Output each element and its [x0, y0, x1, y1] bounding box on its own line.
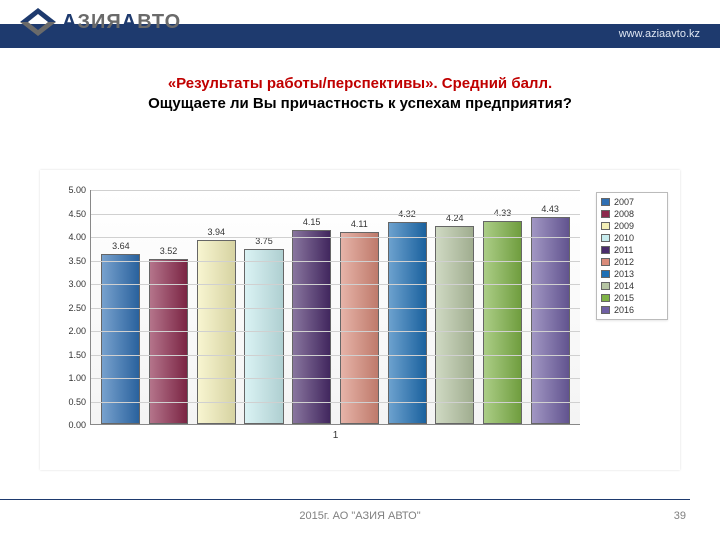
- site-url: www.aziaavto.kz: [619, 28, 700, 40]
- legend-label: 2014: [614, 280, 634, 292]
- logo-text: АЗИЯАВТО: [62, 11, 181, 34]
- logo-text-a2: А: [122, 11, 137, 33]
- grid-line: [91, 308, 580, 309]
- grid-line: [91, 402, 580, 403]
- title-line-1: «Результаты работы/перспективы». Средний…: [0, 74, 720, 94]
- chart-container: 3.643.523.943.754.154.114.324.244.334.43…: [40, 170, 680, 470]
- bar-2011: 4.15: [292, 230, 331, 424]
- logo-text-a1: А: [62, 11, 77, 33]
- legend-label: 2008: [614, 208, 634, 220]
- legend-label: 2007: [614, 196, 634, 208]
- grid-line: [91, 284, 580, 285]
- bar-value-label: 3.94: [207, 227, 225, 237]
- legend-label: 2015: [614, 292, 634, 304]
- footer-divider: [0, 499, 690, 500]
- logo-text-p1: ЗИЯ: [77, 11, 121, 33]
- plot-area: 3.643.523.943.754.154.114.324.244.334.43…: [90, 190, 580, 425]
- legend-label: 2011: [614, 244, 633, 256]
- legend-label: 2016: [614, 304, 634, 316]
- grid-line: [91, 214, 580, 215]
- y-tick-label: 1.00: [68, 373, 86, 383]
- legend-item: 2012: [601, 256, 663, 268]
- y-tick-label: 0.50: [68, 397, 86, 407]
- y-tick-label: 4.50: [68, 209, 86, 219]
- y-tick-label: 3.00: [68, 279, 86, 289]
- legend-swatch: [601, 270, 610, 278]
- y-tick-label: 2.50: [68, 303, 86, 313]
- header: АЗИЯАВТО www.aziaavto.kz: [0, 0, 720, 56]
- legend-item: 2007: [601, 196, 663, 208]
- legend-label: 2009: [614, 220, 634, 232]
- logo: АЗИЯАВТО: [20, 8, 181, 36]
- grid-line: [91, 331, 580, 332]
- grid-line: [91, 261, 580, 262]
- legend-swatch: [601, 234, 610, 242]
- legend-swatch: [601, 222, 610, 230]
- legend-item: 2010: [601, 232, 663, 244]
- bar-value-label: 4.15: [303, 217, 321, 227]
- bar-2014: 4.24: [435, 226, 474, 424]
- legend-item: 2014: [601, 280, 663, 292]
- x-category-label: 1: [333, 430, 339, 441]
- title-line-2: Ощущаете ли Вы причастность к успехам пр…: [0, 94, 720, 114]
- bar-2016: 4.43: [531, 217, 570, 424]
- grid-line: [91, 237, 580, 238]
- legend-swatch: [601, 246, 610, 254]
- bar-value-label: 3.52: [160, 246, 178, 256]
- legend-item: 2015: [601, 292, 663, 304]
- y-tick-label: 5.00: [68, 185, 86, 195]
- legend-item: 2013: [601, 268, 663, 280]
- legend-item: 2011: [601, 244, 663, 256]
- logo-text-p2: ВТО: [137, 11, 181, 33]
- legend-swatch: [601, 198, 610, 206]
- legend-swatch: [601, 306, 610, 314]
- y-tick-label: 3.50: [68, 256, 86, 266]
- legend-item: 2008: [601, 208, 663, 220]
- legend-swatch: [601, 294, 610, 302]
- legend-item: 2016: [601, 304, 663, 316]
- title-block: «Результаты работы/перспективы». Средний…: [0, 74, 720, 115]
- legend: 2007200820092010201120122013201420152016: [596, 192, 668, 320]
- legend-label: 2013: [614, 268, 634, 280]
- page-number: 39: [674, 510, 686, 522]
- legend-item: 2009: [601, 220, 663, 232]
- bar-value-label: 3.64: [112, 241, 130, 251]
- bar-value-label: 4.11: [351, 219, 368, 229]
- grid-line: [91, 190, 580, 191]
- bar-2015: 4.33: [483, 221, 522, 424]
- grid-line: [91, 378, 580, 379]
- y-tick-label: 4.00: [68, 232, 86, 242]
- grid-line: [91, 355, 580, 356]
- bar-2010: 3.75: [244, 249, 283, 425]
- legend-label: 2012: [614, 256, 634, 268]
- footer-text: 2015г. АО "АЗИЯ АВТО": [0, 510, 720, 522]
- bar-2013: 4.32: [388, 222, 427, 424]
- y-tick-label: 0.00: [68, 420, 86, 430]
- y-tick-label: 2.00: [68, 326, 86, 336]
- legend-label: 2010: [614, 232, 634, 244]
- logo-icon: [20, 8, 56, 36]
- bar-2007: 3.64: [101, 254, 140, 424]
- y-tick-label: 1.50: [68, 350, 86, 360]
- legend-swatch: [601, 282, 610, 290]
- bar-value-label: 4.43: [541, 204, 559, 214]
- legend-swatch: [601, 258, 610, 266]
- legend-swatch: [601, 210, 610, 218]
